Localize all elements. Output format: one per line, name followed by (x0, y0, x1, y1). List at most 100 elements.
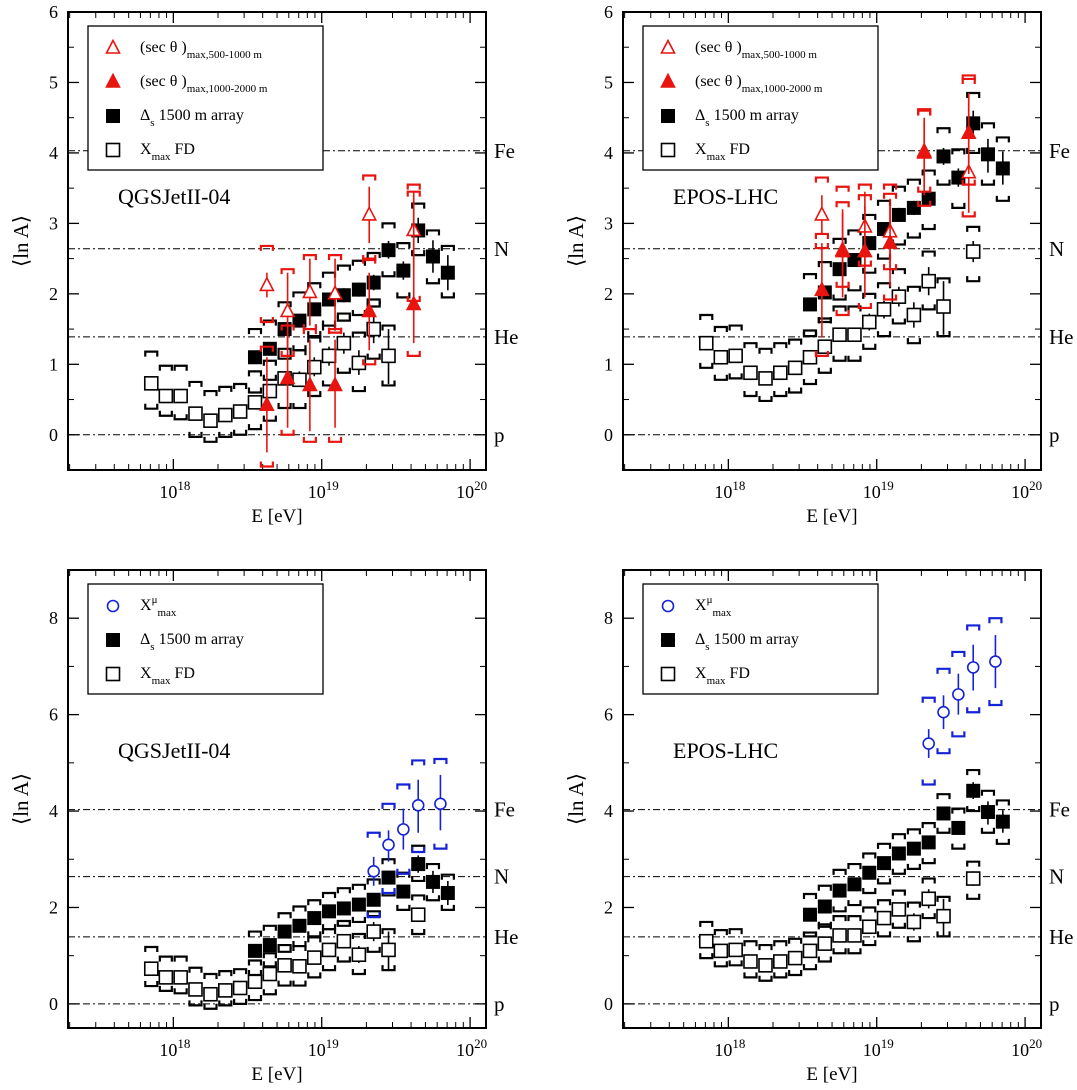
data-point (787, 360, 803, 376)
legend-entry: Xmax FD (140, 141, 195, 163)
systematic-bracket-upper (882, 192, 898, 199)
systematic-bracket-upper (425, 229, 441, 236)
systematic-bracket-upper (980, 122, 996, 129)
systematic-bracket-lower (835, 309, 850, 317)
legend-marker (661, 633, 675, 647)
chart-panel-2: p He N Fe 0 1 2 3 4 5 6 1018 1019 1020 E [eV] ⟨ln A⟩ EPO… (564, 2, 1074, 527)
chart-panel-3: p He N Fe 0 2 4 6 8 1018 1019 1020 E [eV] ⟨ln A⟩ QGSJe… (9, 569, 519, 1085)
systematic-bracket-lower (882, 294, 898, 301)
systematic-bracket-upper (921, 877, 936, 884)
systematic-bracket-lower (411, 847, 426, 854)
data-point (936, 908, 951, 924)
systematic-bracket-upper (381, 802, 396, 809)
systematic-bracket-upper (411, 894, 426, 901)
data-point (989, 655, 1002, 668)
systematic-bracket-upper (966, 91, 981, 99)
data-point (381, 942, 396, 958)
data-point (351, 947, 367, 963)
data-point (351, 897, 366, 912)
systematic-bracket-upper (218, 970, 233, 977)
systematic-bracket-lower (936, 827, 951, 834)
systematic-bracket-lower (440, 904, 455, 911)
data-point (302, 376, 318, 392)
y-tick-label: 5 (49, 72, 58, 92)
data-point (698, 335, 714, 351)
legend-entry: (sec θ )max,500-1000 m (695, 39, 817, 61)
systematic-bracket-upper (433, 757, 448, 764)
data-point (832, 928, 847, 943)
systematic-bracket-lower (961, 211, 976, 218)
data-point (937, 705, 950, 719)
data-point (262, 383, 278, 399)
legend-marker (660, 38, 676, 54)
data-point (802, 907, 817, 922)
systematic-bracket-lower (743, 972, 758, 979)
reference-label-fe: Fe (1049, 798, 1070, 822)
systematic-bracket-upper (788, 338, 803, 345)
systematic-bracket-upper (891, 889, 906, 896)
legend: (sec θ )max,500-1000 m (sec θ )max,1000-2… (87, 25, 324, 171)
y-tick-label: 8 (49, 608, 58, 628)
systematic-bracket-upper (336, 264, 351, 271)
systematic-bracket-lower (203, 1003, 218, 1010)
legend-marker (106, 109, 120, 123)
data-point (203, 413, 218, 428)
systematic-bracket-upper (936, 793, 951, 800)
systematic-bracket-lower (773, 972, 788, 979)
data-point (965, 244, 981, 259)
data-point (847, 327, 862, 343)
systematic-bracket-upper (321, 891, 337, 899)
systematic-bracket-lower (280, 429, 295, 436)
systematic-bracket-lower (936, 179, 951, 186)
data-point (966, 783, 981, 798)
systematic-bracket-lower (425, 278, 441, 285)
systematic-bracket-lower (381, 965, 396, 972)
data-point (188, 982, 203, 997)
reference-label-p: p (1049, 423, 1060, 447)
systematic-bracket-upper (411, 202, 426, 209)
systematic-bracket-upper (336, 887, 351, 894)
systematic-bracket-lower (381, 271, 396, 278)
reference-label-he: He (1049, 325, 1074, 349)
data-point (906, 914, 922, 930)
systematic-bracket-upper (280, 268, 295, 275)
systematic-bracket-lower (158, 410, 173, 417)
x-tick-label: 1020 (1011, 478, 1042, 502)
systematic-bracket-lower (728, 373, 743, 380)
series-open-circle (366, 757, 448, 919)
data-point (936, 299, 951, 314)
data-point (906, 307, 922, 323)
legend-entry: Xmax FD (140, 665, 195, 687)
model-label: EPOS-LHC (673, 184, 778, 209)
x-axis-label: E [eV] (806, 506, 857, 527)
systematic-bracket-lower (862, 888, 877, 895)
data-point (327, 376, 343, 392)
reference-label-p: p (1049, 992, 1060, 1016)
legend-marker (106, 599, 120, 613)
y-tick-label: 1 (604, 354, 613, 374)
data-point (279, 369, 296, 385)
data-point (292, 958, 307, 974)
systematic-bracket-upper (921, 822, 936, 829)
data-point (743, 365, 758, 381)
systematic-bracket-lower (247, 424, 263, 431)
data-point (952, 688, 965, 701)
systematic-bracket-lower (411, 875, 426, 883)
systematic-bracket-upper (277, 347, 292, 354)
systematic-bracket-upper (411, 759, 426, 766)
systematic-bracket-upper (921, 169, 936, 176)
systematic-bracket-upper (832, 237, 847, 244)
systematic-bracket-upper (966, 768, 981, 776)
systematic-bracket-upper (277, 301, 292, 308)
legend-entry: Δs 1500 m array (140, 631, 244, 653)
data-point (966, 661, 980, 674)
data-point (351, 282, 366, 297)
data-point (847, 877, 862, 892)
data-point (862, 865, 877, 880)
data-point (713, 349, 729, 365)
data-point (292, 313, 307, 328)
systematic-bracket-upper (277, 912, 292, 919)
systematic-bracket-upper (876, 899, 892, 906)
systematic-bracket-lower (906, 338, 921, 345)
systematic-bracket-lower (411, 928, 426, 936)
